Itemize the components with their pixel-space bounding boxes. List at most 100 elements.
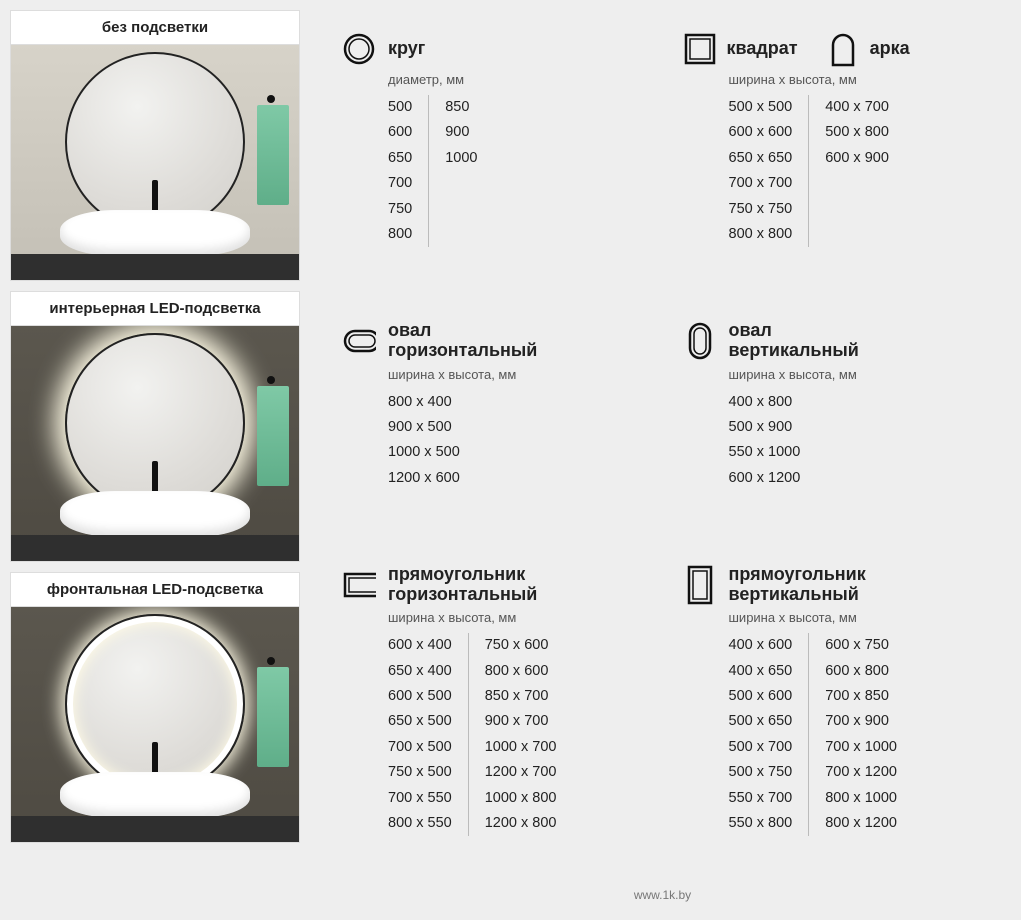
size-value: 500 x 600	[729, 684, 793, 709]
size-value: 550 x 800	[729, 811, 793, 836]
size-column: 800 x 400900 x 5001000 x 5001200 x 600	[388, 390, 476, 492]
towel-icon	[257, 667, 289, 767]
size-value: 850	[445, 95, 477, 120]
size-list: 600 x 400650 x 400600 x 500650 x 500700 …	[388, 633, 643, 836]
size-value: 1000	[445, 146, 477, 171]
size-value: 600 x 600	[729, 120, 793, 145]
shape-sub: диаметр, мм	[388, 72, 643, 87]
size-value: 700 x 1200	[825, 760, 897, 785]
size-value: 550 x 700	[729, 786, 793, 811]
size-value: 1000 x 800	[485, 786, 557, 811]
size-list: 500 x 500600 x 600650 x 650700 x 700750 …	[729, 95, 984, 247]
size-column: 600 x 750600 x 800700 x 850700 x 900700 …	[808, 633, 913, 836]
card-title: без подсветки	[11, 11, 299, 45]
size-value: 500 x 800	[825, 120, 889, 145]
size-value: 750 x 750	[729, 197, 793, 222]
size-value: 600	[388, 120, 412, 145]
shape-oval-v: овал вертикальный ширина х высота, мм 40…	[683, 321, 984, 539]
size-value: 400 x 800	[729, 390, 801, 415]
size-column: 8509001000	[428, 95, 493, 247]
size-value: 700 x 850	[825, 684, 897, 709]
size-value: 750	[388, 197, 412, 222]
arch-icon	[826, 32, 860, 66]
size-value: 500 x 750	[729, 760, 793, 785]
left-column: без подсветки интерьерная LED-подсветка …	[10, 10, 300, 910]
shape-sub: ширина х высота, мм	[388, 610, 643, 625]
size-list: 400 x 800500 x 900550 x 1000600 x 1200	[729, 390, 984, 492]
shapes-grid: круг диаметр, мм 50060065070075080085090…	[342, 32, 983, 884]
size-value: 700 x 900	[825, 709, 897, 734]
size-value: 500 x 900	[729, 415, 801, 440]
shape-title: овал вертикальный	[729, 321, 859, 361]
size-value: 650 x 400	[388, 659, 452, 684]
size-value: 650 x 500	[388, 709, 452, 734]
size-list: 800 x 400900 x 5001000 x 5001200 x 600	[388, 390, 643, 492]
size-value: 700 x 550	[388, 786, 452, 811]
card-image	[11, 607, 299, 842]
size-value: 750 x 500	[388, 760, 452, 785]
size-value: 750 x 600	[485, 633, 557, 658]
sink-icon	[60, 210, 250, 256]
size-value: 800 x 1000	[825, 786, 897, 811]
towel-icon	[257, 105, 289, 205]
size-value: 650	[388, 146, 412, 171]
size-value: 850 x 700	[485, 684, 557, 709]
shape-rect-v: прямоугольник вертикальный ширина х высо…	[683, 565, 984, 884]
circle-icon	[342, 32, 376, 66]
size-value: 600 x 800	[825, 659, 897, 684]
size-value: 900 x 700	[485, 709, 557, 734]
size-value: 400 x 700	[825, 95, 889, 120]
size-value: 500 x 500	[729, 95, 793, 120]
size-value: 400 x 600	[729, 633, 793, 658]
size-value: 800	[388, 222, 412, 247]
shape-oval-h: овал горизонтальный ширина х высота, мм …	[342, 321, 643, 539]
size-value: 500 x 700	[729, 735, 793, 760]
oval-h-icon	[342, 324, 376, 358]
size-value: 900 x 500	[388, 415, 460, 440]
size-value: 800 x 400	[388, 390, 460, 415]
size-column: 750 x 600800 x 600850 x 700900 x 700 1000…	[468, 633, 573, 836]
card-title: интерьерная LED-подсветка	[11, 292, 299, 326]
size-value: 700 x 1000	[825, 735, 897, 760]
card-interior-led: интерьерная LED-подсветка	[10, 291, 300, 562]
card-front-led: фронтальная LED-подсветка	[10, 572, 300, 843]
size-column: 600 x 400650 x 400600 x 500650 x 500700 …	[388, 633, 468, 836]
towel-icon	[257, 386, 289, 486]
size-value: 700	[388, 171, 412, 196]
size-value: 800 x 1200	[825, 811, 897, 836]
size-value: 900	[445, 120, 477, 145]
size-value: 1200 x 600	[388, 466, 460, 491]
size-value: 550 x 1000	[729, 440, 801, 465]
size-value: 700 x 500	[388, 735, 452, 760]
shape-circle: круг диаметр, мм 50060065070075080085090…	[342, 32, 643, 295]
shape-rect-h: прямоугольник горизонтальный ширина х вы…	[342, 565, 643, 884]
size-value: 800 x 600	[485, 659, 557, 684]
size-column: 500 x 500600 x 600650 x 650700 x 700750 …	[729, 95, 809, 247]
sink-icon	[60, 772, 250, 818]
shape-title: прямоугольник вертикальный	[729, 565, 866, 605]
shape-sub: ширина х высота, мм	[388, 367, 643, 382]
size-value: 600 x 750	[825, 633, 897, 658]
size-column: 400 x 600400 x 650500 x 600500 x 650500 …	[729, 633, 809, 836]
shapes-panel: круг диаметр, мм 50060065070075080085090…	[314, 10, 1011, 910]
size-value: 500 x 650	[729, 709, 793, 734]
size-list: 400 x 600400 x 650500 x 600500 x 650500 …	[729, 633, 984, 836]
rect-v-icon	[683, 568, 717, 602]
shape-square-arch: квадрат арка ширина х высота, мм 500 x 5…	[683, 32, 984, 295]
card-no-light: без подсветки	[10, 10, 300, 281]
size-value: 1200 x 700	[485, 760, 557, 785]
size-value: 650 x 650	[729, 146, 793, 171]
shape-title: прямоугольник горизонтальный	[388, 565, 537, 605]
shape-title: арка	[870, 39, 910, 59]
size-value: 400 x 650	[729, 659, 793, 684]
shape-title: овал горизонтальный	[388, 321, 537, 361]
size-value: 1000 x 500	[388, 440, 460, 465]
square-icon	[683, 32, 717, 66]
size-value: 700 x 700	[729, 171, 793, 196]
size-value: 1200 x 800	[485, 811, 557, 836]
shape-sub: ширина х высота, мм	[729, 367, 984, 382]
size-column: 400 x 800500 x 900550 x 1000600 x 1200	[729, 390, 817, 492]
size-value: 600 x 1200	[729, 466, 801, 491]
card-image	[11, 45, 299, 280]
footer-url: www.1k.by	[342, 884, 983, 902]
